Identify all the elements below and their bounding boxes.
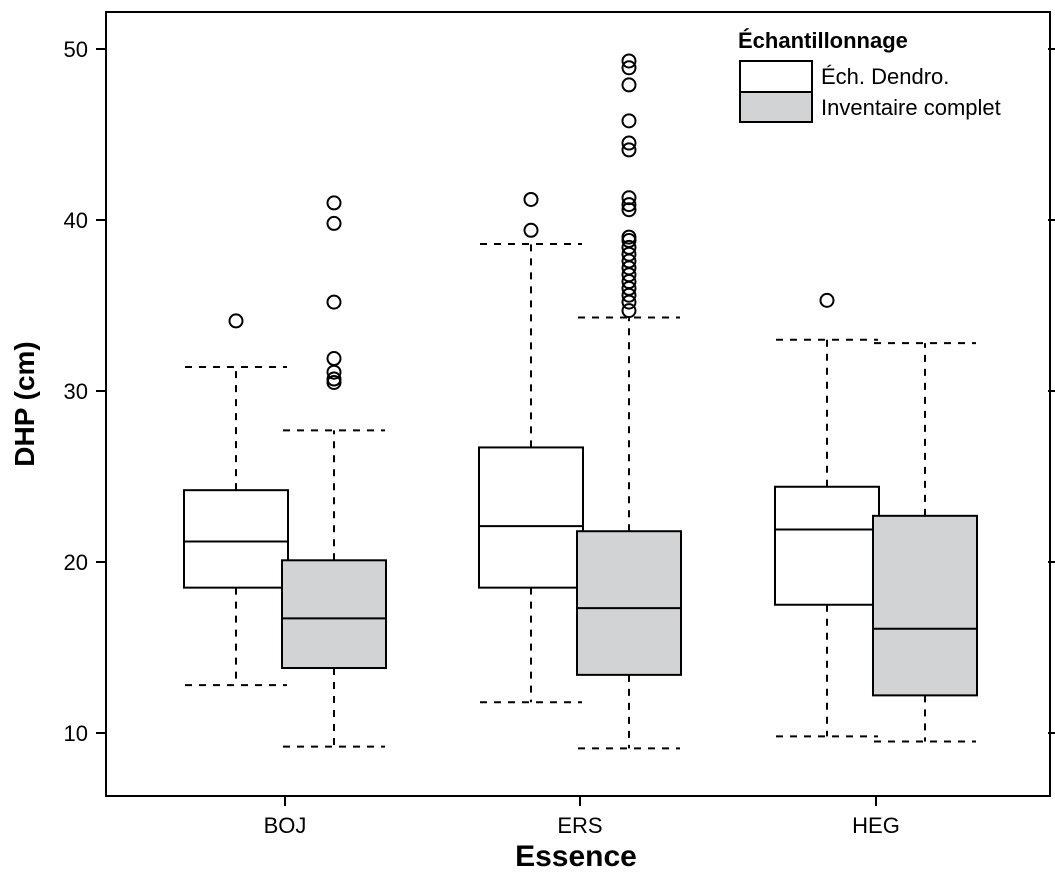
outlier-inventaire-ers-17 (621, 113, 637, 129)
y-tick-label-30: 30 (64, 379, 88, 404)
box-inventaire-ers (576, 530, 682, 676)
legend: Échantillonnage Éch. Dendro. Inventaire … (738, 28, 1001, 123)
y-axis-title: DHP (cm) (9, 341, 40, 467)
outlier-inventaire-ers-20 (621, 53, 637, 69)
outlier-ech-dendro-ers-0 (523, 222, 539, 238)
legend-label-inventaire-complet: Inventaire complet (821, 95, 1001, 120)
box-group-ech-dendro-ers (478, 191, 584, 704)
outlier-inventaire-ers-9 (621, 239, 637, 255)
outlier-inventaire-ers-12 (621, 202, 637, 218)
box-group-ech-dendro-boj (183, 313, 289, 687)
box-inventaire-boj (281, 559, 387, 670)
y-tick-label-20: 20 (64, 550, 88, 575)
outlier-inventaire-ers-16 (621, 135, 637, 151)
legend-swatch-inventaire-complet (739, 91, 813, 123)
legend-title: Échantillonnage (738, 28, 908, 53)
box-group-ech-dendro-heg (774, 292, 880, 738)
outlier-inventaire-boj-3 (326, 351, 342, 367)
x-tick-label-heg: HEG (852, 813, 900, 838)
outlier-inventaire-boj-6 (326, 195, 342, 211)
y-tick-label-50: 50 (64, 37, 88, 62)
outlier-ech-dendro-ers-1 (523, 191, 539, 207)
outlier-inventaire-boj-1 (326, 371, 342, 387)
axis-layer: 10 20 30 40 50 BOJ ERS HEG (64, 37, 1055, 838)
outlier-inventaire-ers-14 (621, 190, 637, 206)
outlier-inventaire-ers-18 (621, 77, 637, 93)
box-ech-dendro-ers (478, 446, 584, 589)
outlier-inventaire-ers-11 (621, 229, 637, 245)
box-ech-dendro-heg (774, 485, 880, 606)
plot-frame (105, 11, 1051, 797)
legend-label-ech-dendro: Éch. Dendro. (821, 64, 949, 89)
x-tick-label-ers: ERS (557, 813, 602, 838)
outlier-inventaire-boj-4 (326, 294, 342, 310)
box-group-inventaire-boj (281, 195, 387, 748)
box-group-inventaire-ers (576, 53, 682, 750)
outlier-inventaire-ers-15 (621, 142, 637, 158)
box-ech-dendro-boj (183, 489, 289, 589)
y-tick-label-10: 10 (64, 721, 88, 746)
outlier-inventaire-ers-19 (621, 60, 637, 76)
box-group-inventaire-heg (872, 342, 978, 743)
x-tick-label-boj: BOJ (264, 813, 307, 838)
outlier-inventaire-ers-13 (621, 197, 637, 213)
box-inventaire-heg (872, 514, 978, 697)
legend-swatch-ech-dendro (739, 60, 813, 93)
outlier-inventaire-ers-0 (621, 303, 637, 319)
plot-layer (183, 53, 978, 750)
x-axis-title: Essence (515, 840, 637, 873)
outlier-inventaire-boj-5 (326, 215, 342, 231)
outlier-ech-dendro-boj-0 (228, 313, 244, 329)
y-tick-label-40: 40 (64, 208, 88, 233)
outlier-ech-dendro-heg-0 (819, 292, 835, 308)
